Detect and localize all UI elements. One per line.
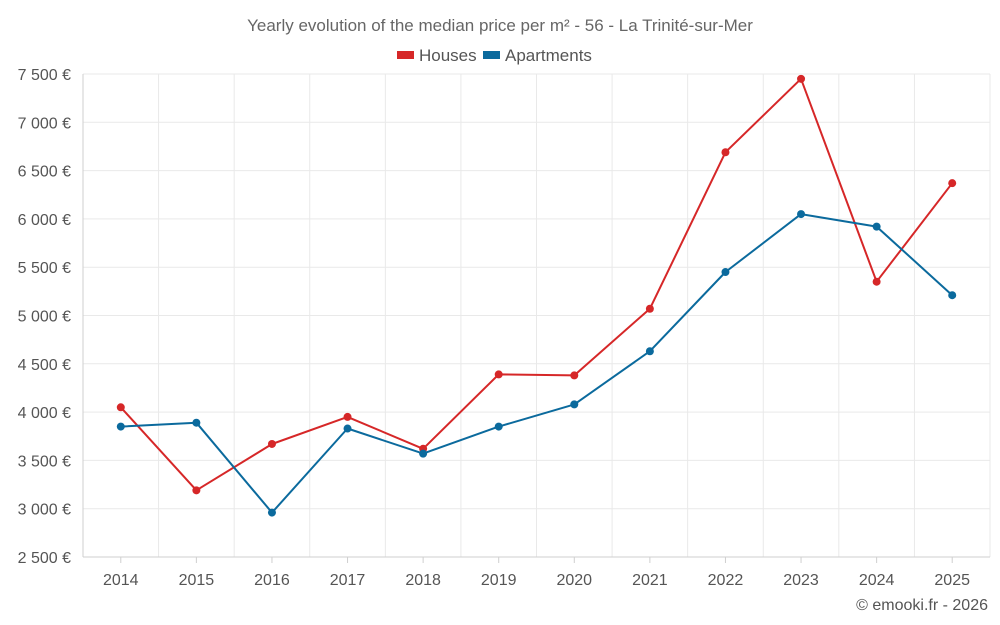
legend-label-apartments: Apartments <box>505 46 592 65</box>
x-tick-label: 2023 <box>783 572 819 589</box>
x-tick-label: 2021 <box>632 572 668 589</box>
series-line-houses <box>120 77 953 492</box>
legend-label-houses: Houses <box>419 46 477 65</box>
data-point-apartments[interactable] <box>872 222 881 231</box>
data-point-apartments[interactable] <box>721 268 730 277</box>
data-point-apartments[interactable] <box>948 291 957 300</box>
y-tick-label: 6 500 € <box>18 164 71 181</box>
y-tick-label: 7 500 € <box>18 67 71 84</box>
data-point-apartments[interactable] <box>797 210 806 219</box>
data-point-houses[interactable] <box>570 371 579 380</box>
y-tick-label: 3 500 € <box>18 453 71 470</box>
x-tick-label: 2016 <box>254 572 290 589</box>
x-axis-ticks: 2014 2015 2016 2017 2018 2019 2020 2021 2022 2023… <box>103 557 970 589</box>
data-point-apartments[interactable] <box>645 347 654 356</box>
chart-title: Yearly evolution of the median price per… <box>247 16 753 35</box>
y-tick-label: 7 000 € <box>18 115 71 132</box>
data-point-apartments[interactable] <box>267 508 276 517</box>
data-point-houses[interactable] <box>192 486 201 495</box>
series-houses <box>116 74 957 495</box>
x-tick-label: 2014 <box>103 572 139 589</box>
series-apartments <box>116 210 957 517</box>
data-point-houses[interactable] <box>267 439 276 448</box>
data-point-houses[interactable] <box>343 412 352 421</box>
credit-text: © emooki.fr - 2026 <box>856 597 988 614</box>
data-point-houses[interactable] <box>872 277 881 286</box>
series-line-apartments <box>120 213 953 514</box>
data-point-apartments[interactable] <box>192 418 201 427</box>
x-tick-label: 2020 <box>556 572 592 589</box>
data-point-apartments[interactable] <box>570 400 579 409</box>
x-tick-label: 2025 <box>934 572 970 589</box>
y-axis-ticks: 2 500 € 3 000 € 3 500 € 4 000 € 4 500 € 5 000… <box>18 67 71 567</box>
data-point-apartments[interactable] <box>343 424 352 433</box>
data-point-houses[interactable] <box>721 148 730 157</box>
x-tick-label: 2022 <box>708 572 744 589</box>
y-tick-label: 2 500 € <box>18 550 71 567</box>
y-tick-label: 5 500 € <box>18 260 71 277</box>
data-point-houses[interactable] <box>494 370 503 379</box>
data-point-apartments[interactable] <box>494 422 503 431</box>
data-point-houses[interactable] <box>116 403 125 412</box>
x-tick-label: 2019 <box>481 572 517 589</box>
series <box>116 74 957 517</box>
x-tick-label: 2017 <box>330 572 366 589</box>
y-tick-label: 4 000 € <box>18 405 71 422</box>
data-point-apartments[interactable] <box>116 422 125 431</box>
legend[interactable]: Houses Apartments <box>397 46 592 65</box>
legend-swatch-houses <box>397 51 414 59</box>
x-tick-label: 2018 <box>405 572 441 589</box>
legend-item-apartments[interactable]: Apartments <box>483 46 592 65</box>
y-tick-label: 6 000 € <box>18 212 71 229</box>
y-tick-label: 3 000 € <box>18 502 71 519</box>
x-tick-label: 2024 <box>859 572 895 589</box>
gridlines <box>82 73 991 557</box>
data-point-houses[interactable] <box>948 179 957 188</box>
axes <box>82 74 990 558</box>
y-tick-label: 4 500 € <box>18 357 71 374</box>
x-tick-label: 2015 <box>179 572 215 589</box>
legend-item-houses[interactable]: Houses <box>397 46 477 65</box>
data-point-apartments[interactable] <box>419 449 428 458</box>
data-point-houses[interactable] <box>645 304 654 313</box>
legend-swatch-apartments <box>483 51 500 59</box>
data-point-houses[interactable] <box>797 74 806 83</box>
y-tick-label: 5 000 € <box>18 309 71 326</box>
